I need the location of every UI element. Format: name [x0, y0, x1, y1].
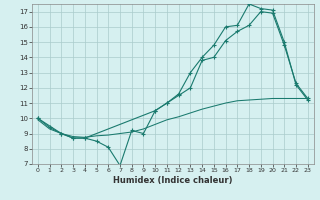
X-axis label: Humidex (Indice chaleur): Humidex (Indice chaleur) [113, 176, 233, 185]
